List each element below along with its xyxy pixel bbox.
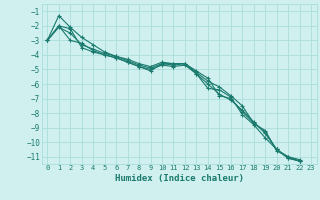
X-axis label: Humidex (Indice chaleur): Humidex (Indice chaleur): [115, 174, 244, 183]
